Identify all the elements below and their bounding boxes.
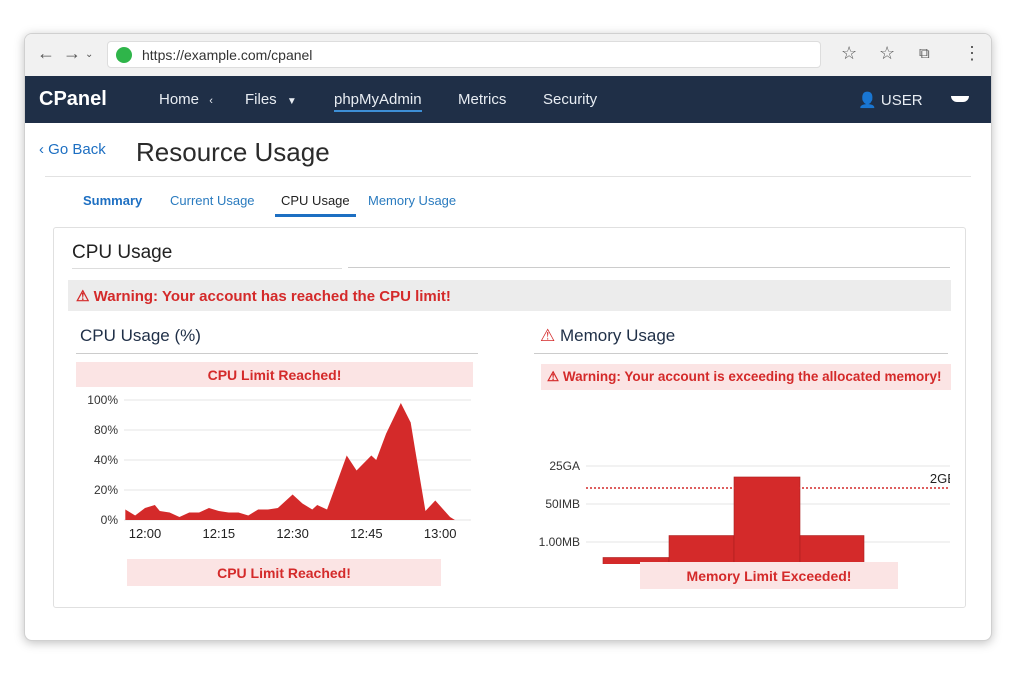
- x-tick-label: 12:45: [350, 526, 383, 541]
- history-dropdown-icon[interactable]: ⌄: [85, 49, 94, 60]
- url-text: https://example.com/cpanel: [142, 47, 313, 63]
- y-tick-label: 100%: [87, 393, 118, 407]
- caret-down-icon: ▼: [286, 96, 297, 107]
- y-tick-label: 50IMB: [545, 497, 580, 511]
- tab-current-usage[interactable]: Current Usage: [170, 193, 255, 208]
- card-title: CPU Usage: [72, 242, 173, 263]
- cpu-warning: ⚠ Warning: Your account has reached the …: [68, 280, 951, 311]
- x-tick-label: 12:00: [129, 526, 162, 541]
- y-tick-label: 0%: [101, 513, 119, 527]
- y-tick-label: 25GA: [549, 459, 580, 473]
- y-tick-label: 40%: [94, 453, 118, 467]
- logo: CPanel: [39, 88, 107, 110]
- memory-warning: ⚠ Warning: Your account is exceeding the…: [541, 364, 951, 390]
- memory-bar: [602, 557, 670, 564]
- x-tick-label: 13:00: [424, 526, 457, 541]
- dropdown-toggle-icon[interactable]: [951, 96, 969, 102]
- nav-phpmyadmin[interactable]: phpMyAdmin: [334, 91, 422, 112]
- cpu-limit-banner-bottom: CPU Limit Reached!: [127, 559, 441, 586]
- memory-bar: [733, 476, 801, 564]
- tab-memory-usage[interactable]: Memory Usage: [368, 193, 457, 208]
- y-tick-label: 20%: [94, 483, 118, 497]
- user-icon: 👤: [858, 92, 877, 109]
- secure-lock-icon: [116, 47, 132, 63]
- memory-limit-banner: Memory Limit Exceeded!: [640, 562, 898, 589]
- star-icon[interactable]: ☆: [879, 43, 896, 63]
- nav-security[interactable]: Security: [543, 91, 598, 108]
- y-tick-label: 80%: [94, 423, 118, 437]
- page-title: Resource Usage: [136, 137, 330, 167]
- limit-label: 2GB Limit: [930, 471, 950, 486]
- tab-summary[interactable]: Summary: [83, 193, 143, 208]
- cpu-area-series: [125, 403, 470, 520]
- warning-icon: ⚠: [547, 369, 560, 384]
- x-tick-label: 12:15: [203, 526, 236, 541]
- go-back-link[interactable]: ‹ Go Back: [39, 141, 106, 158]
- bookmark-star-icon[interactable]: ☆: [841, 43, 858, 63]
- cpu-usage-card: CPU Usage ⚠ Warning: Your account has re…: [53, 227, 966, 608]
- forward-arrow-icon[interactable]: →: [63, 43, 81, 63]
- memory-bar: [799, 535, 865, 564]
- memory-bar: [668, 535, 735, 564]
- nav-metrics[interactable]: Metrics: [458, 91, 507, 108]
- memory-chart-title: ⚠ Memory Usage: [540, 326, 676, 345]
- address-bar[interactable]: https://example.com/cpanel: [107, 41, 821, 68]
- nav-home[interactable]: Home ‹: [159, 91, 213, 108]
- nav-files[interactable]: Files ▼: [245, 91, 297, 108]
- warning-icon: ⚠: [540, 326, 556, 345]
- user-menu[interactable]: 👤 USER: [858, 92, 923, 109]
- cpu-limit-banner-top: CPU Limit Reached!: [76, 362, 473, 387]
- browser-window: ← → ⌄ https://example.com/cpanel ☆ ☆ ⧉ ⋮…: [24, 33, 992, 641]
- warning-icon: ⚠: [76, 288, 90, 305]
- browser-toolbar: ← → ⌄ https://example.com/cpanel ☆ ☆ ⧉ ⋮: [25, 34, 991, 76]
- extension-icon[interactable]: ⧉: [919, 45, 930, 62]
- memory-chart: 0MB1.00MB50IMB25GA0/MB500мв1GB1.5GB2GB2G…: [539, 459, 950, 564]
- cpu-chart-title: CPU Usage (%): [80, 326, 201, 345]
- top-nav: CPanel Home ‹ Files ▼ phpMyAdmin Metrics…: [25, 76, 991, 123]
- y-tick-label: 1.00MB: [539, 535, 580, 549]
- back-arrow-icon[interactable]: ←: [37, 43, 55, 63]
- menu-dots-icon[interactable]: ⋮: [963, 43, 981, 63]
- x-tick-label: 12:30: [276, 526, 309, 541]
- chevron-left-icon: ‹: [209, 95, 213, 107]
- divider: [45, 176, 971, 177]
- cpu-chart: 0% 20% 40% 80% 100% 12:00 12:15 12:30 12:45 13:00: [87, 393, 471, 541]
- tab-cpu-usage[interactable]: CPU Usage: [275, 193, 356, 217]
